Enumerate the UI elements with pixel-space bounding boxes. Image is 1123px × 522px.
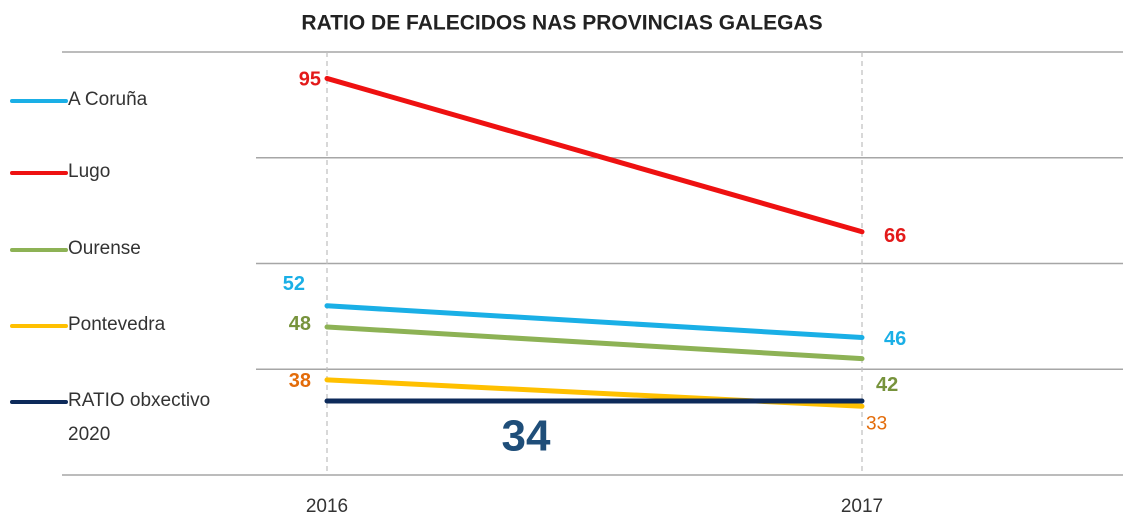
- data-label: 38: [289, 370, 311, 392]
- data-label: 33: [866, 413, 887, 434]
- legend-swatch: [10, 99, 68, 103]
- series-line: [324, 75, 865, 235]
- legend-swatch: [10, 400, 68, 404]
- legend-label: Lugo: [68, 161, 111, 182]
- data-label: 95: [299, 69, 321, 91]
- x-tick-label: 2016: [306, 496, 348, 517]
- legend-item: Ourense: [10, 237, 248, 266]
- data-label: 48: [289, 313, 311, 335]
- data-label: 66: [884, 225, 906, 247]
- legend-item: Lugo: [10, 160, 248, 189]
- legend-swatch: [10, 324, 68, 328]
- series-line: [324, 324, 865, 362]
- legend-swatch: [10, 248, 68, 252]
- x-tick-label: 2017: [841, 496, 883, 517]
- legend-label: Ourense: [68, 238, 141, 259]
- data-label: 52: [283, 273, 305, 295]
- legend-label: Pontevedra: [68, 314, 166, 335]
- data-label: 46: [884, 328, 906, 350]
- data-label: 34: [502, 412, 551, 461]
- legend-label: A Coruña: [68, 89, 148, 110]
- data-label: 42: [876, 374, 898, 396]
- series-line: [324, 303, 865, 341]
- legend-item: A Coruña: [10, 88, 248, 117]
- chart-title: RATIO DE FALECIDOS NAS PROVINCIAS GALEGA…: [301, 12, 822, 35]
- legend-label: RATIO obxectivo 2020: [68, 390, 211, 445]
- legend: [0, 60, 256, 465]
- legend-item: Pontevedra: [10, 313, 248, 342]
- legend-swatch: [10, 171, 68, 175]
- legend-item: RATIO obxectivo 2020: [10, 389, 248, 452]
